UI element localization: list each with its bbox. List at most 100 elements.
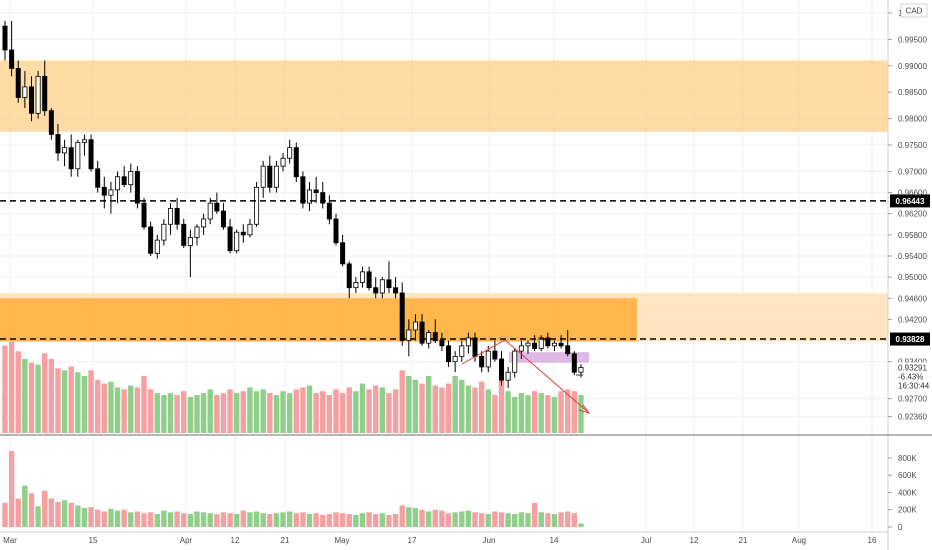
sub-volume-bar: [538, 512, 544, 527]
volume-bar: [359, 383, 366, 433]
candle-body: [313, 189, 319, 193]
candle-body: [340, 242, 346, 265]
date-tick-label: 12: [690, 536, 699, 545]
sub-volume-bar: [240, 510, 247, 527]
volume-bar: [121, 389, 127, 433]
volume-bar: [419, 383, 425, 433]
sub-volume-bar: [558, 512, 564, 527]
date-tick-label: 17: [408, 536, 417, 545]
date-tick-label: 21: [281, 536, 290, 545]
price-tick-label: 0.92700: [898, 395, 927, 404]
date-axis[interactable]: Mar 15 Apr 12 21 May 17 Jun 14 Jul 12 21 Aug 16: [3, 536, 877, 545]
upper-supply-zone: [0, 60, 888, 132]
volume-bar: [531, 391, 538, 433]
volume-bar: [439, 387, 445, 433]
date-tick-label: Aug: [792, 536, 806, 545]
candle-body: [22, 86, 28, 98]
price-tick-label: 0.92360: [898, 413, 927, 422]
price-tick-label: 0.97000: [898, 167, 927, 176]
current-price-panel: [889, 362, 932, 391]
candle-body: [42, 75, 48, 112]
volume-bar: [571, 391, 578, 433]
sub-volume-bar: [108, 508, 114, 527]
currency-badge: [900, 3, 928, 18]
price-tick-label: 0.96600: [898, 189, 927, 198]
volume-bar: [313, 393, 319, 433]
candle-body: [134, 171, 140, 204]
date-tick-label: Jun: [483, 536, 496, 545]
candle-body: [426, 332, 432, 344]
candle-body: [419, 321, 425, 344]
candle-body: [558, 342, 564, 347]
sub-volume-bar: [419, 509, 425, 527]
candle-body: [333, 218, 339, 244]
sub-volume-bar: [565, 511, 571, 527]
candle-body: [525, 342, 531, 347]
volume-bar: [141, 376, 147, 433]
volume-bar: [167, 393, 174, 433]
sub-volume-bar: [42, 490, 48, 527]
sub-volume-bar: [518, 512, 525, 527]
volume-bars: [2, 341, 584, 433]
level-label: 0.96443: [896, 197, 925, 206]
volume-bar: [128, 385, 134, 433]
candle-body: [81, 139, 87, 143]
candle-body: [115, 176, 121, 191]
volume-bar: [412, 379, 419, 433]
volume-bar: [320, 391, 326, 433]
price-tick-label: 0.99000: [898, 62, 927, 71]
sub-volume-bar: [286, 511, 293, 527]
sub-volume-bar: [432, 509, 438, 527]
sub-volume-bar: [525, 513, 531, 527]
date-tick-label: 15: [89, 536, 98, 545]
volume-bar: [161, 395, 167, 433]
sub-volume-bar: [531, 502, 538, 527]
volume-bar: [339, 393, 346, 433]
candle-body: [128, 171, 134, 186]
sub-volume-bar: [68, 502, 74, 527]
candle-body: [55, 134, 61, 154]
sub-volume-bar: [181, 513, 187, 527]
candle-body: [121, 176, 127, 186]
candle-body: [75, 141, 81, 170]
price-tick-label: 0.94200: [898, 315, 927, 324]
volume-bar: [260, 389, 266, 433]
candle-body: [452, 355, 458, 363]
volume-bar: [174, 395, 180, 433]
zones: [0, 60, 888, 363]
candle-body: [393, 287, 399, 294]
candle-body: [201, 218, 207, 228]
price-tick-label: 0.94600: [898, 294, 927, 303]
sub-volume-bar: [214, 514, 220, 527]
sub-volume-bar: [445, 513, 452, 527]
sub-volume-bar: [293, 513, 299, 527]
volume-bar: [194, 395, 200, 433]
sub-volume-bar: [452, 512, 458, 527]
candle-body: [498, 358, 504, 381]
price-tick-label: 0.95400: [898, 252, 927, 261]
sub-volume-bar: [379, 513, 386, 527]
candle-body: [108, 189, 114, 196]
volume-bar: [214, 395, 220, 433]
price-tick-label: 0.95000: [898, 273, 927, 282]
sub-volume-bar: [48, 498, 55, 527]
sub-volume-bar: [200, 512, 207, 527]
candle-body: [95, 168, 101, 188]
candle-body: [479, 355, 485, 368]
sub-volume-bar: [326, 514, 333, 527]
sub-volume-bar: [313, 513, 319, 527]
volume-bar: [452, 376, 458, 433]
sub-volume-bar: [167, 512, 174, 527]
candle-body: [240, 231, 246, 236]
volume-bar: [406, 376, 412, 433]
volume-bar: [565, 389, 571, 433]
sub-volume-bar: [134, 511, 141, 527]
volume-axis[interactable]: 800K 600K 400K 200K 0: [888, 454, 917, 532]
sub-volume-bar: [2, 502, 8, 527]
candle-body: [28, 86, 34, 114]
date-tick-label: Mar: [3, 536, 17, 545]
volume-bar: [234, 393, 240, 433]
volume-bar: [346, 387, 352, 433]
candle-body: [62, 147, 68, 154]
